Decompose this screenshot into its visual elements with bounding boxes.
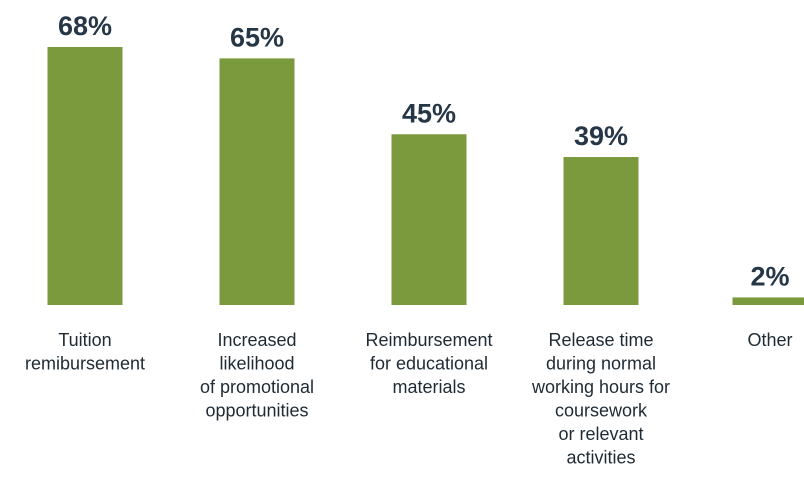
category-label-line: Reimbursement [365, 330, 492, 350]
data-label-4: 39% [574, 121, 628, 151]
category-label-3: Reimbursement for educational materials [365, 330, 492, 397]
category-label-line: during normal [546, 354, 656, 374]
category-label-line: for educational [370, 354, 488, 374]
data-label-5: 2% [750, 261, 789, 291]
category-label-line: activities [566, 448, 635, 468]
category-label-line: working hours for [531, 377, 670, 397]
bar-5 [732, 297, 804, 305]
bar-2 [219, 58, 295, 305]
data-label-1: 68% [58, 11, 112, 41]
data-label-2: 65% [230, 22, 284, 52]
category-label-2: Increased likelihood of promotional opportu… [200, 330, 314, 421]
category-label-line: opportunities [205, 401, 308, 421]
category-label-line: materials [392, 377, 465, 397]
bar-4 [563, 157, 639, 305]
category-label-line: Increased [217, 330, 296, 350]
data-label-3: 45% [402, 98, 456, 128]
category-label-line: Release time [548, 330, 653, 350]
category-label-line: Tuition [58, 330, 111, 350]
category-label-line: remibursement [25, 354, 145, 374]
category-label-5: Other [747, 330, 792, 350]
category-label-line: coursework [555, 401, 648, 421]
category-label-line: Other [747, 330, 792, 350]
category-label-4: Release time during normal working hours f… [531, 330, 670, 468]
category-label-line: or relevant [558, 424, 643, 444]
category-label-1: Tuition remibursement [25, 330, 145, 374]
category-label-line: likelihood [219, 354, 294, 374]
bar-3 [391, 134, 467, 305]
bar-1 [47, 47, 123, 305]
category-label-line: of promotional [200, 377, 314, 397]
